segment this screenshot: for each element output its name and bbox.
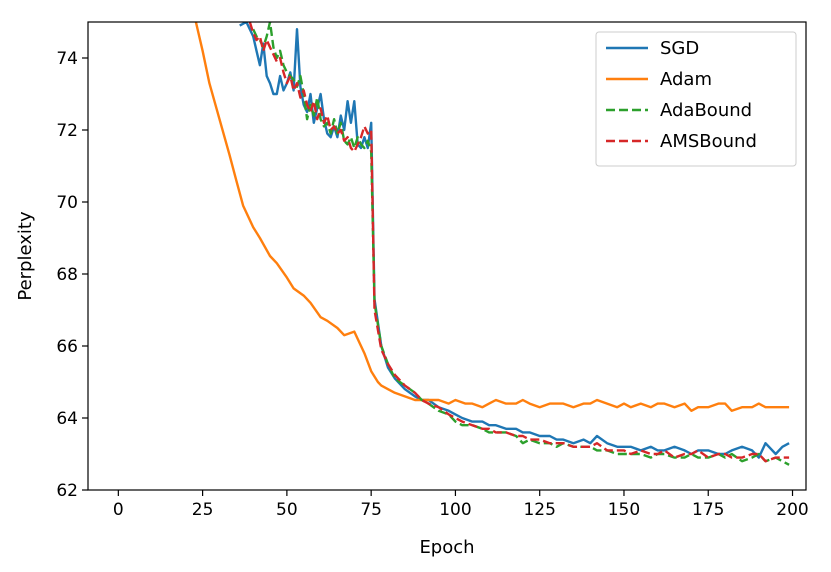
legend-label-adam: Adam xyxy=(660,69,712,90)
x-tick-label: 0 xyxy=(113,500,124,520)
plot-frame xyxy=(87,21,807,491)
y-tick-label: 72 xyxy=(56,121,78,141)
legend-label-adabound: AdaBound xyxy=(660,100,752,121)
y-tick-label: 66 xyxy=(56,337,78,357)
series-line-amsbound xyxy=(248,22,790,463)
y-tick-label: 68 xyxy=(56,265,78,285)
x-tick-label: 50 xyxy=(276,500,298,520)
x-axis-label: Epoch xyxy=(419,537,474,558)
x-axis-ticks: 0 25 50 75 100 125 150 175 200 xyxy=(113,490,809,520)
x-tick-label: 75 xyxy=(360,500,382,520)
y-tick-label: 62 xyxy=(56,481,78,501)
y-axis-ticks: 62 64 66 68 70 72 74 xyxy=(56,49,88,501)
y-tick-label: 74 xyxy=(56,49,78,69)
x-tick-label: 200 xyxy=(776,500,808,520)
y-tick-label: 70 xyxy=(56,193,78,213)
x-tick-label: 25 xyxy=(192,500,214,520)
legend-label-amsbound: AMSBound xyxy=(660,131,757,152)
series-line-adam xyxy=(194,22,790,412)
x-tick-label: 175 xyxy=(692,500,724,520)
x-tick-label: 100 xyxy=(439,500,471,520)
x-tick-label: 150 xyxy=(608,500,640,520)
series-layer xyxy=(194,22,790,466)
y-axis-label: Perplexity xyxy=(15,211,36,301)
y-tick-label: 64 xyxy=(56,409,78,429)
legend: SGD Adam AdaBound AMSBound xyxy=(595,31,797,167)
legend-box xyxy=(595,31,797,167)
x-tick-label: 125 xyxy=(523,500,555,520)
legend-label-sgd: SGD xyxy=(660,38,699,59)
